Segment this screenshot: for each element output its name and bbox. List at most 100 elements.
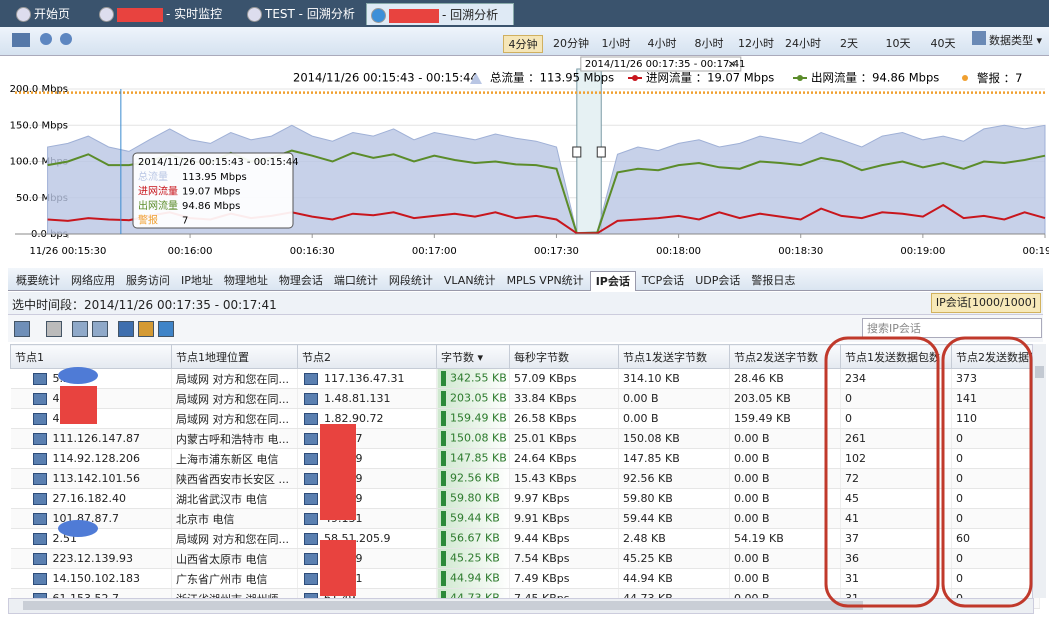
column-header[interactable]: 节点2发送字节数 — [729, 344, 841, 369]
prev-button[interactable] — [40, 33, 52, 45]
analysis-tab[interactable]: UDP会话 — [695, 274, 741, 287]
tooltip-value: 113.95 Mbps — [182, 172, 247, 183]
time-range-button[interactable]: 4小时 — [647, 37, 677, 50]
tab-label: 开始页 — [34, 7, 71, 21]
cell-text: 9.91 KBps — [514, 512, 570, 525]
analysis-tab[interactable]: IP地址 — [181, 274, 213, 287]
vertical-scrollbar[interactable] — [1032, 344, 1046, 598]
column-header[interactable]: 节点1地理位置 — [171, 344, 298, 369]
table-cell: 45.25 KB — [618, 548, 730, 569]
table-row[interactable]: 113.142.101.56 陕西省西安市长安区 ... 49.139 92.56 K… — [10, 468, 1040, 489]
legend-marker — [797, 75, 803, 81]
cell-text: 1.82.90.72 — [324, 412, 384, 425]
tool-button[interactable] — [14, 321, 30, 337]
browser-tab[interactable]: - 回溯分析✕ — [366, 3, 514, 44]
table-cell: 41 — [840, 508, 952, 529]
cell-text: 0 — [956, 492, 963, 505]
table-cell: 2.48 KB — [618, 528, 730, 549]
tool-button[interactable] — [46, 321, 62, 337]
table-row[interactable]: 111.126.147.87 内蒙古呼和浩特市 电... 63.207 150.08 … — [10, 428, 1040, 449]
table-cell: 59.80 KB — [618, 488, 730, 509]
cell-text: 59.80 KB — [450, 491, 500, 505]
analysis-tab[interactable]: 物理会话 — [278, 274, 323, 287]
tool-button[interactable] — [138, 321, 154, 337]
analysis-tab[interactable]: 警报日志 — [751, 274, 796, 287]
cell-text: 0.00 B — [734, 452, 770, 465]
analysis-tab[interactable]: 网络应用 — [71, 274, 115, 287]
host-icon — [304, 473, 318, 485]
time-range-button[interactable]: 40天 — [930, 37, 956, 50]
time-range-button[interactable]: 10天 — [885, 37, 911, 50]
time-range-button[interactable]: 2天 — [840, 37, 858, 50]
cell-text: 33.84 KBps — [514, 392, 577, 405]
tab-label: - 实时监控 — [166, 7, 223, 21]
analysis-tab[interactable]: VLAN统计 — [443, 274, 496, 287]
tooltip — [132, 152, 294, 229]
cell-text: 局域网 对方和您在同... — [176, 412, 289, 426]
host-icon — [32, 533, 47, 545]
tool-button[interactable] — [158, 321, 174, 337]
table-row[interactable]: 114.92.128.206 上海市浦东新区 电信 49.139 147.85 KB 2… — [10, 448, 1040, 469]
table-cell: 36 — [840, 548, 952, 569]
tool-button[interactable] — [72, 321, 88, 337]
host-icon — [32, 433, 47, 445]
table-cell: 45.25 KB — [436, 548, 510, 569]
browser-tab[interactable]: 开始页 — [12, 3, 82, 25]
column-header[interactable]: 节点2发送数据包 — [951, 344, 1040, 369]
table-cell: 92.56 KB — [618, 468, 730, 489]
column-title: 节点1发送字节数 — [623, 350, 707, 364]
analysis-tab[interactable]: 服务访问 — [126, 274, 170, 287]
table-cell: 0 — [840, 408, 952, 429]
analysis-tab[interactable]: 端口统计 — [333, 274, 378, 287]
analysis-tab[interactable]: 网段统计 — [388, 274, 433, 287]
table-cell: 0 — [840, 388, 952, 409]
table-cell: 203.05 KB — [436, 388, 510, 409]
column-header[interactable]: 字节数 ▾ — [436, 344, 510, 369]
table-cell: 0.00 B — [729, 508, 841, 529]
x-tick-label: 00:16:30 — [290, 246, 335, 257]
column-header[interactable]: 节点1发送字节数 — [618, 344, 730, 369]
search-box[interactable]: 搜索IP会话 — [862, 318, 1042, 338]
analysis-tab[interactable]: 物理地址 — [223, 274, 268, 287]
table-row[interactable]: 2.51 局域网 对方和您在同... 58.51.205.9 56.67 KB 9.44… — [10, 528, 1040, 549]
data-type-menu[interactable]: 数据类型 ▾ — [989, 34, 1043, 47]
table-cell: 114.92.128.206 — [10, 448, 172, 469]
next-button[interactable] — [60, 33, 72, 45]
calendar-button[interactable] — [12, 33, 30, 47]
analysis-tab[interactable]: 概要统计 — [16, 274, 60, 287]
analysis-tab[interactable]: TCP会话 — [641, 274, 685, 287]
table-cell: 局域网 对方和您在同... — [171, 528, 298, 549]
time-range-button[interactable]: 12小时 — [738, 37, 774, 50]
browser-tab[interactable]: TEST - 回溯分析 — [243, 3, 358, 25]
browser-tab[interactable]: - 实时监控 — [95, 3, 230, 25]
column-header[interactable]: 每秒字节数 — [509, 344, 619, 369]
horizontal-scrollbar[interactable] — [8, 598, 1034, 614]
analysis-tab[interactable]: IP会话 — [589, 271, 636, 291]
column-header[interactable]: 节点1 — [10, 344, 172, 369]
cell-text: 9.44 KBps — [514, 532, 570, 545]
time-range-button[interactable]: 1小时 — [601, 37, 631, 50]
table-cell: 342.55 KB — [436, 368, 510, 389]
table-row[interactable]: 223.12.139.93 山西省太原市 电信 49.139 45.25 KB 7.54… — [10, 548, 1040, 569]
tooltip-label: 出网流量 — [138, 199, 178, 212]
tool-button[interactable] — [92, 321, 108, 337]
cell-text: 0 — [845, 412, 852, 425]
tool-button[interactable] — [118, 321, 134, 337]
table-row[interactable]: 27.16.182.40 湖北省武汉市 电信 49.139 59.80 KB 9.97 … — [10, 488, 1040, 509]
analysis-tab[interactable]: MPLS VPN统计 — [506, 274, 584, 287]
table-cell: 150.08 KB — [436, 428, 510, 449]
column-header[interactable]: 节点1发送数据包数 — [840, 344, 952, 369]
table-row[interactable]: 14.150.102.183 广东省广州市 电信 49.131 44.94 KB 7.4… — [10, 568, 1040, 589]
time-range-button[interactable]: 8小时 — [694, 37, 724, 50]
tooltip-label: 进网流量 — [138, 185, 178, 198]
table-cell: 203.05 KB — [729, 388, 841, 409]
time-range-button[interactable]: 20分钟 — [553, 37, 589, 50]
time-range-button[interactable]: 4分钟 — [503, 35, 543, 53]
time-range-button[interactable]: 24小时 — [785, 37, 821, 50]
table-cell: 117.136.47.31 — [297, 368, 437, 389]
column-header[interactable]: 节点2 — [297, 344, 437, 369]
